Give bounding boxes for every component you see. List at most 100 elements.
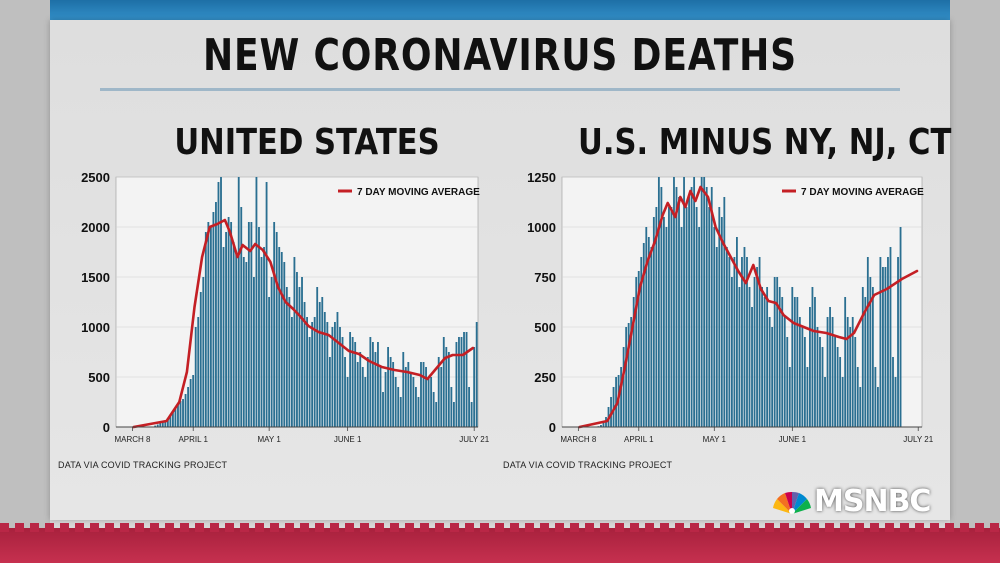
- bar: [247, 222, 250, 427]
- x-tick-label: JULY 21: [903, 435, 933, 444]
- bar: [245, 262, 248, 427]
- bar: [849, 327, 852, 427]
- bar: [156, 424, 159, 427]
- bar: [786, 337, 789, 427]
- bar: [854, 337, 857, 427]
- bar: [187, 387, 190, 427]
- y-tick-label: 1250: [527, 170, 556, 185]
- title-divider: [100, 88, 900, 91]
- bar: [377, 342, 379, 427]
- bar: [275, 232, 278, 427]
- bar: [389, 357, 392, 427]
- bar: [899, 227, 902, 427]
- bar: [889, 247, 892, 427]
- bar: [831, 317, 834, 427]
- bar: [154, 425, 157, 427]
- bar: [650, 247, 653, 427]
- bar: [427, 377, 430, 427]
- bar: [468, 387, 471, 427]
- x-tick-label: JUNE 1: [779, 435, 807, 444]
- y-tick-label: 750: [534, 270, 556, 285]
- bar: [374, 352, 377, 427]
- bar: [768, 317, 771, 427]
- y-tick-label: 2500: [81, 170, 110, 185]
- bar: [379, 367, 382, 427]
- bar: [270, 277, 273, 427]
- bar: [334, 322, 336, 427]
- legend-label: 7 DAY MOVING AVERAGE: [357, 187, 480, 198]
- bar: [652, 217, 655, 427]
- bar: [328, 357, 331, 427]
- bar: [874, 367, 877, 427]
- bar: [263, 247, 265, 427]
- bar: [655, 207, 658, 427]
- x-tick-label: MAY 1: [703, 435, 727, 444]
- bar: [788, 367, 791, 427]
- bar: [280, 252, 283, 427]
- bar: [212, 212, 215, 427]
- bar: [645, 227, 648, 427]
- bar: [882, 267, 884, 427]
- bar: [640, 257, 643, 427]
- bar: [293, 257, 296, 427]
- bar: [814, 297, 816, 427]
- bar: [371, 342, 374, 427]
- bar: [422, 362, 425, 427]
- bar: [718, 207, 721, 427]
- bar: [265, 182, 268, 427]
- bar: [273, 222, 276, 427]
- bar: [793, 297, 796, 427]
- bar: [346, 377, 349, 427]
- bar: [260, 257, 263, 427]
- bar: [290, 317, 293, 427]
- y-tick-label: 1000: [527, 220, 556, 235]
- y-tick-label: 500: [88, 370, 110, 385]
- bar: [665, 227, 668, 427]
- bar: [693, 177, 696, 427]
- bar: [615, 377, 617, 427]
- bar: [166, 418, 169, 427]
- bar: [316, 287, 319, 427]
- bar: [458, 337, 460, 427]
- bar: [465, 332, 468, 427]
- bar: [397, 387, 400, 427]
- bar: [285, 287, 288, 427]
- y-tick-label: 0: [103, 420, 110, 435]
- bar: [738, 287, 741, 427]
- bar: [197, 317, 200, 427]
- bar: [323, 312, 326, 427]
- bar: [715, 247, 718, 427]
- bar: [361, 367, 364, 427]
- bar: [819, 337, 821, 427]
- bar: [306, 317, 308, 427]
- bar: [321, 297, 324, 427]
- bar: [635, 277, 638, 427]
- bar: [356, 362, 359, 427]
- bar: [442, 337, 445, 427]
- bar: [432, 392, 435, 427]
- bar: [179, 401, 182, 427]
- bar: [366, 357, 369, 427]
- bar: [159, 423, 162, 427]
- bar: [258, 227, 260, 427]
- bar: [670, 207, 673, 427]
- bar: [763, 297, 766, 427]
- bar: [164, 420, 167, 427]
- bar: [821, 347, 824, 427]
- bar: [894, 377, 897, 427]
- bar: [801, 327, 804, 427]
- bar: [344, 357, 346, 427]
- bar: [836, 347, 839, 427]
- bar: [647, 237, 650, 427]
- bar: [407, 362, 410, 427]
- bar: [746, 257, 748, 427]
- bar: [184, 394, 187, 427]
- bar: [171, 412, 174, 427]
- bar: [409, 372, 412, 427]
- left-backdrop: [0, 0, 50, 563]
- bar: [399, 397, 402, 427]
- bar: [194, 327, 197, 427]
- bar: [834, 337, 837, 427]
- chart-title-us-minus-tristate: U.S. MINUS NY, NJ, CT: [578, 122, 952, 163]
